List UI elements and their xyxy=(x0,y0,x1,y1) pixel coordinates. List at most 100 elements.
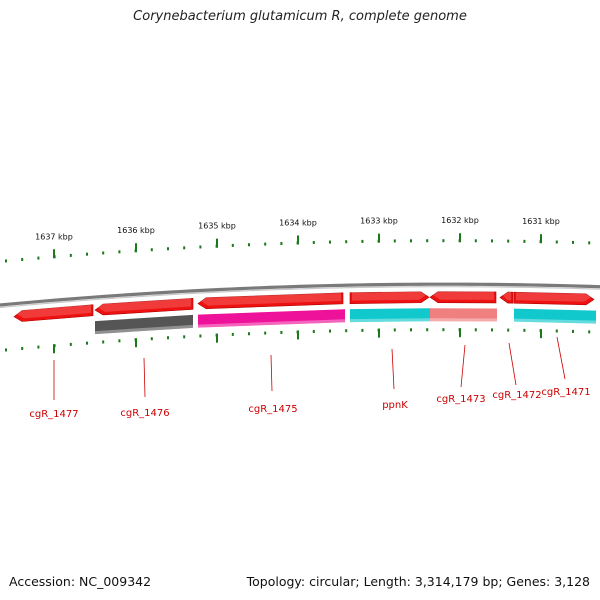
gene-arrow-highlight xyxy=(200,289,341,306)
minor-tick xyxy=(329,240,331,244)
minor-tick xyxy=(361,328,364,332)
scale-tick-label: 1633 kbp xyxy=(360,217,398,226)
minor-tick xyxy=(312,240,315,244)
minor-tick xyxy=(248,243,250,247)
minor-tick xyxy=(21,346,24,350)
minor-tick xyxy=(523,328,526,332)
label-leader-cgR_1476 xyxy=(143,357,146,398)
map-title: Corynebacterium glutamicum R, complete g… xyxy=(133,9,467,24)
scale-ticks-bottom xyxy=(5,328,591,354)
minor-tick xyxy=(86,252,88,256)
gene-label-cgR_1477[interactable]: cgR_1477 xyxy=(29,409,78,420)
gene-arrow-highlight xyxy=(432,288,494,300)
minor-tick xyxy=(507,328,510,332)
minor-tick xyxy=(312,329,315,333)
minor-tick xyxy=(248,332,250,336)
minor-tick xyxy=(442,328,445,332)
gene-arrow-highlight xyxy=(516,289,592,302)
gene-track xyxy=(13,288,595,322)
function-bar-shine xyxy=(350,318,430,323)
scale-ticks-top xyxy=(5,233,591,263)
minor-tick xyxy=(588,241,591,245)
minor-tick xyxy=(264,242,267,246)
gene-arrow-cgR_1476[interactable] xyxy=(94,298,194,316)
function-bar-cgR_1476[interactable] xyxy=(95,314,193,335)
gene-arrow-cgR_1473[interactable] xyxy=(429,291,497,304)
minor-tick xyxy=(118,250,121,254)
minor-tick xyxy=(264,331,267,335)
gene-arrow-cgR_1471[interactable] xyxy=(513,291,595,306)
minor-tick xyxy=(361,239,364,243)
minor-tick xyxy=(426,328,429,332)
gene-labels: cgR_1477 cgR_1476 cgR_1475 ppnK cgR_1473 cgR_… xyxy=(29,387,590,420)
gene-label-cgR_1472[interactable]: cgR_1472 xyxy=(492,390,541,401)
major-tick xyxy=(297,235,299,245)
minor-tick xyxy=(345,329,348,333)
function-bar-shine xyxy=(95,324,193,335)
major-tick xyxy=(297,330,299,340)
function-bar-shine xyxy=(198,319,345,328)
minor-tick xyxy=(474,239,477,243)
minor-tick xyxy=(69,342,72,346)
scale-tick-label: 1635 kbp xyxy=(198,222,236,231)
gene-arrow-highlight xyxy=(352,288,427,301)
minor-tick xyxy=(231,243,234,247)
minor-tick xyxy=(231,332,234,336)
scale-tick-label: 1637 kbp xyxy=(35,232,73,241)
minor-tick xyxy=(280,242,283,246)
gene-label-ppnK[interactable]: ppnK xyxy=(382,400,408,411)
major-tick xyxy=(540,329,542,339)
gene-arrow-cgR_1475[interactable] xyxy=(197,292,344,309)
scale-tick-label: 1632 kbp xyxy=(441,216,479,225)
major-tick xyxy=(216,333,218,343)
minor-tick xyxy=(21,257,24,261)
minor-tick xyxy=(345,240,348,244)
minor-tick xyxy=(86,341,88,345)
gene-label-cgR_1475[interactable]: cgR_1475 xyxy=(248,404,297,415)
minor-tick xyxy=(410,328,412,332)
minor-tick xyxy=(183,246,186,250)
gene-arrow-cgR_1472[interactable] xyxy=(499,291,514,304)
minor-tick xyxy=(5,348,7,352)
function-bar-cgR_1475[interactable] xyxy=(198,309,345,328)
gene-label-cgR_1476[interactable]: cgR_1476 xyxy=(120,408,169,419)
function-bar-shine xyxy=(514,318,596,324)
genome-summary-text: Topology: circular; Length: 3,314,179 bp… xyxy=(246,574,590,589)
gene-arrow-ppnK[interactable] xyxy=(349,291,430,304)
label-leader-cgR_1471 xyxy=(556,336,566,380)
gene-label-cgR_1471[interactable]: cgR_1471 xyxy=(541,387,590,398)
label-leader-cgR_1473 xyxy=(460,344,466,388)
major-tick xyxy=(378,328,380,338)
major-tick xyxy=(459,233,461,243)
minor-tick xyxy=(588,330,591,334)
minor-tick xyxy=(572,240,574,244)
backbone-shadow xyxy=(0,286,600,309)
minor-tick xyxy=(102,340,105,344)
function-bar-cgR_1471[interactable] xyxy=(514,308,596,324)
minor-tick xyxy=(555,329,558,333)
minor-tick xyxy=(37,345,40,349)
function-bar-ppnK[interactable] xyxy=(350,308,430,323)
major-tick xyxy=(53,344,55,354)
genome-backbone xyxy=(0,282,600,309)
minor-tick xyxy=(199,334,202,338)
label-leader-cgR_1472 xyxy=(508,342,517,386)
major-tick xyxy=(459,328,461,338)
minor-tick xyxy=(167,247,169,251)
major-tick xyxy=(540,234,542,244)
major-tick xyxy=(53,249,55,259)
gene-label-cgR_1473[interactable]: cgR_1473 xyxy=(436,394,485,405)
gene-arrow-cgR_1477[interactable] xyxy=(13,304,94,322)
gene-arrow-highlight xyxy=(16,301,91,319)
function-track xyxy=(95,308,596,335)
minor-tick xyxy=(442,239,445,243)
scale-tick-label: 1636 kbp xyxy=(117,226,155,235)
accession-text: Accession: NC_009342 xyxy=(9,574,152,589)
minor-tick xyxy=(5,259,7,263)
function-bar-cgR_1473[interactable] xyxy=(430,308,497,322)
scale-tick-label: 1634 kbp xyxy=(279,218,317,227)
major-tick xyxy=(216,238,218,248)
minor-tick xyxy=(150,337,153,341)
minor-tick xyxy=(102,251,105,255)
